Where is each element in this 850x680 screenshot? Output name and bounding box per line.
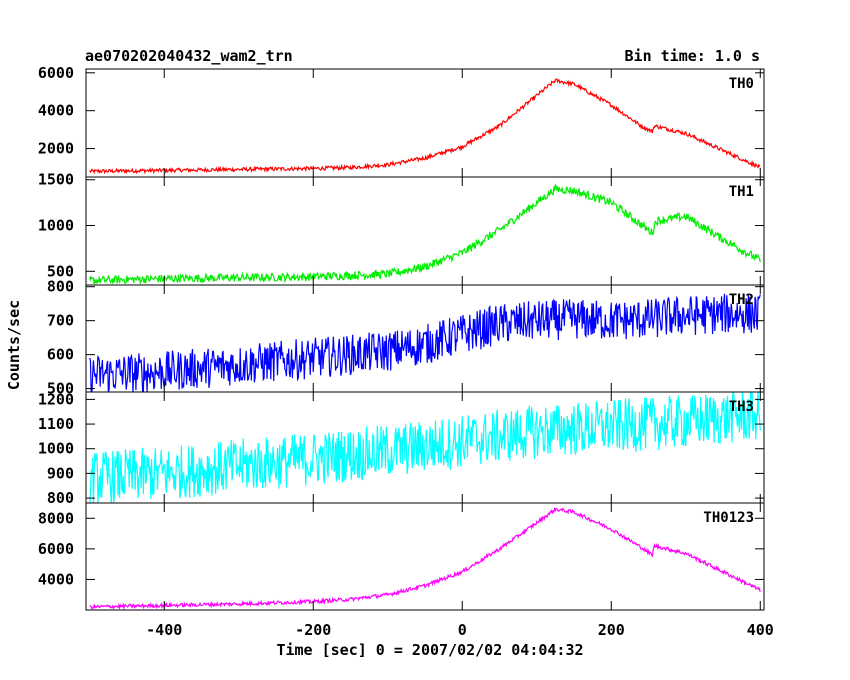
panel-label-th1: TH1 — [729, 184, 754, 200]
x-tick-label: 0 — [458, 621, 467, 639]
y-tick-label: 900 — [47, 464, 74, 482]
x-axis-label: Time [sec] 0 = 2007/02/02 04:04:32 — [276, 641, 583, 659]
y-tick-label: 800 — [47, 278, 74, 296]
series-line-th2 — [89, 293, 761, 392]
y-tick-label: 600 — [47, 346, 74, 364]
y-tick-label: 1200 — [38, 390, 74, 408]
panel-label-th0123: TH0123 — [703, 510, 754, 526]
y-tick-label: 1100 — [38, 415, 74, 433]
panel-label-th3: TH3 — [729, 399, 754, 415]
y-tick-label: 1000 — [38, 440, 74, 458]
y-tick-label: 1500 — [38, 171, 74, 189]
y-tick-label: 700 — [47, 312, 74, 330]
y-tick-label: 500 — [47, 262, 74, 280]
y-tick-label: 500 — [47, 380, 74, 398]
x-tick-label: 400 — [747, 621, 774, 639]
y-tick-label: 1000 — [38, 217, 74, 235]
chart-title: ae070202040432_wam2_trn — [85, 47, 293, 65]
panel-frame — [85, 176, 765, 286]
series-line-th1 — [89, 183, 761, 285]
y-tick-label: 4000 — [38, 570, 74, 588]
y-tick-label: 6000 — [38, 540, 74, 558]
panel-frame — [85, 68, 765, 178]
x-tick-label: -400 — [146, 621, 182, 639]
series-line-th3 — [89, 392, 761, 503]
plot-layer: 200040006000TH050010001500TH150060070080… — [38, 64, 774, 639]
x-tick-label: -200 — [295, 621, 331, 639]
series-line-th0 — [89, 78, 761, 175]
y-axis-label: Counts/sec — [5, 300, 23, 390]
x-tick-label: 200 — [598, 621, 625, 639]
y-tick-label: 8000 — [38, 509, 74, 527]
bin-time-label: Bin time: 1.0 s — [625, 47, 760, 65]
series-line-th0123 — [89, 507, 761, 610]
y-tick-label: 4000 — [38, 102, 74, 120]
panel-label-th2: TH2 — [729, 292, 754, 308]
panel-label-th0: TH0 — [729, 76, 754, 92]
y-tick-label: 800 — [47, 489, 74, 507]
panel-frame — [85, 502, 765, 611]
y-tick-label: 6000 — [38, 64, 74, 82]
y-tick-label: 2000 — [38, 140, 74, 158]
